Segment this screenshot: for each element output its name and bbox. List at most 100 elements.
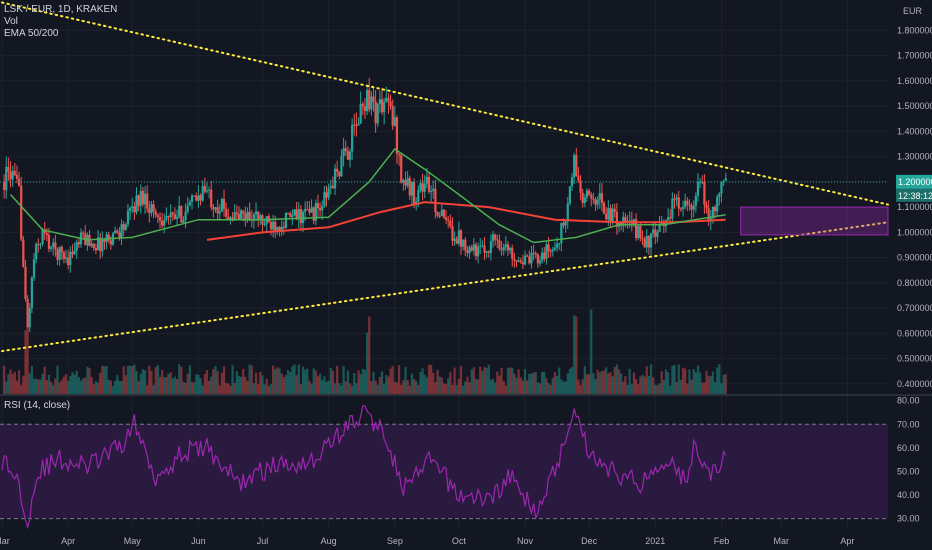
volume-bar <box>393 381 396 394</box>
volume-bar <box>532 372 535 394</box>
volume-bar <box>133 364 136 394</box>
volume-label[interactable]: Vol <box>4 16 18 27</box>
volume-bar <box>641 374 644 394</box>
candle-body <box>254 211 258 215</box>
volume-bar <box>312 368 315 394</box>
candle-body <box>442 209 446 218</box>
volume-bar <box>342 366 345 394</box>
candle-body <box>402 180 405 183</box>
volume-bar <box>383 383 386 394</box>
volume-bar <box>438 376 441 394</box>
candle-body <box>336 168 339 172</box>
volume-bar <box>694 372 697 394</box>
candle-body <box>96 237 100 251</box>
price-tick-label: 1.300000 <box>897 152 932 162</box>
candle-body <box>383 101 386 113</box>
volume-bar <box>421 368 424 394</box>
volume-bar <box>304 369 307 394</box>
volume-bar <box>626 384 629 394</box>
candle-body <box>220 198 223 212</box>
candle-body <box>444 217 448 220</box>
price-tick-label: 0.600000 <box>897 328 932 338</box>
volume-bar <box>214 365 217 394</box>
candle-body <box>615 211 618 227</box>
volume-bar <box>94 381 98 394</box>
volume-bar <box>77 377 80 394</box>
volume-bar <box>201 385 204 394</box>
rsi-tick-label: 80.00 <box>897 396 920 406</box>
volume-bar <box>158 376 162 394</box>
candle-body <box>675 197 678 200</box>
candle-body <box>282 226 285 229</box>
volume-bar <box>637 384 640 394</box>
candle-body <box>652 229 655 234</box>
volume-bar <box>20 384 23 394</box>
candle-body <box>20 185 23 240</box>
rsi-label[interactable]: RSI (14, close) <box>4 400 71 411</box>
candle-body <box>178 205 181 217</box>
candle-body <box>400 155 403 183</box>
volume-bar <box>282 377 285 394</box>
candle-body <box>406 178 409 186</box>
volume-bar <box>547 383 550 394</box>
volume-bar <box>361 368 364 394</box>
volume-bar <box>639 376 642 394</box>
volume-bar <box>43 366 46 394</box>
volume-bar <box>254 372 258 394</box>
candle-body <box>583 197 586 204</box>
volume-bar <box>152 385 155 394</box>
candle-body <box>415 201 418 205</box>
volume-bar <box>325 381 328 394</box>
ema-label[interactable]: EMA 50/200 <box>4 28 59 39</box>
volume-bar <box>643 376 646 394</box>
candle-body <box>555 243 559 248</box>
candle-body <box>498 240 501 249</box>
volume-bar <box>186 373 189 394</box>
volume-bar <box>470 369 473 394</box>
volume-bar <box>229 385 232 394</box>
volume-bar <box>395 382 399 394</box>
volume-bar <box>370 381 373 394</box>
candle-body <box>56 249 59 260</box>
candle-body <box>193 195 196 197</box>
rsi-tick-label: 50.00 <box>897 466 920 476</box>
volume-bar <box>504 385 507 394</box>
volume-bar <box>553 372 557 394</box>
volume-bar <box>427 364 431 394</box>
volume-bar <box>713 382 717 394</box>
price-tick-label: 1.600000 <box>897 76 932 86</box>
volume-bar <box>267 385 270 394</box>
volume-bar <box>549 384 552 394</box>
candle-body <box>496 239 499 241</box>
candle-body <box>252 214 256 221</box>
time-tick-label: Apr <box>61 536 75 546</box>
candle-body <box>669 217 672 219</box>
volume-bar <box>161 369 164 394</box>
volume-bar <box>150 370 153 394</box>
volume-bar <box>306 368 309 394</box>
candle-body <box>513 258 516 261</box>
volume-bar <box>555 375 559 394</box>
candle-body <box>77 242 80 245</box>
candle-body <box>410 181 414 196</box>
candle-body <box>274 221 277 231</box>
candle-body <box>671 198 674 219</box>
candle-body <box>466 250 469 254</box>
candle-body <box>600 193 604 203</box>
candle-body <box>581 192 584 204</box>
candle-body <box>361 103 364 107</box>
candle-body <box>50 247 53 249</box>
candle-body <box>667 217 670 221</box>
volume-bar <box>114 380 117 394</box>
volume-bar <box>498 375 501 394</box>
volume-bar <box>442 383 446 394</box>
symbol-title[interactable]: LSK / EUR, 1D, KRAKEN <box>4 4 118 15</box>
candle-body <box>419 183 422 190</box>
candle-body <box>705 204 708 209</box>
volume-bar <box>724 374 727 394</box>
volume-bar <box>502 380 505 394</box>
candle-body <box>511 247 514 259</box>
volume-bar <box>436 370 439 394</box>
candle-body <box>316 203 320 209</box>
